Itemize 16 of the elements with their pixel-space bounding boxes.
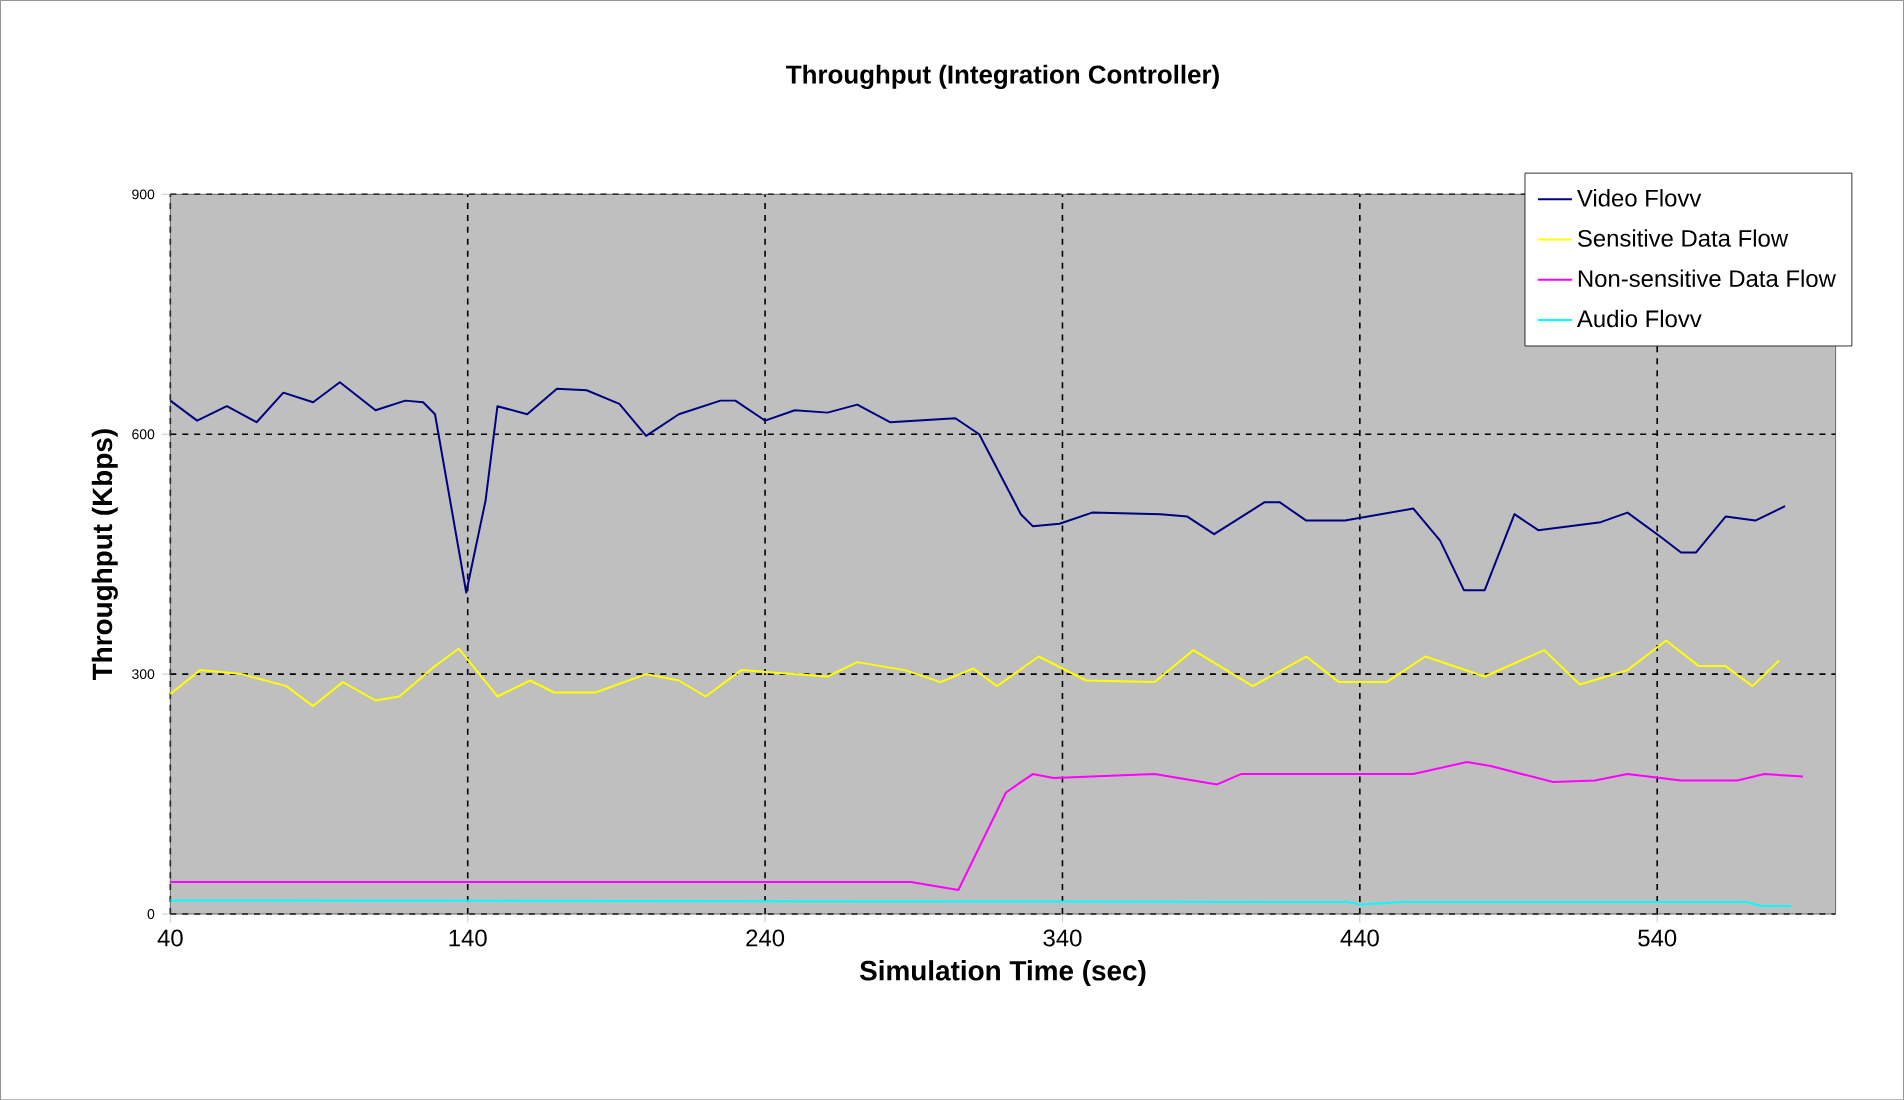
x-tick-label: 340	[1043, 929, 1082, 947]
x-axis-title: Simulation Time (sec)	[859, 959, 1146, 986]
legend-label: Sensitive Data Flow	[1578, 229, 1789, 247]
x-tick-label: 140	[449, 929, 487, 947]
legend-label: Non-sensitive Data Flow	[1578, 269, 1836, 287]
y-axis-title: Throughput (Kbps)	[91, 429, 118, 680]
x-tick-label: 40	[157, 929, 183, 947]
line-series	[169, 639, 1781, 707]
x-tick-label: 240	[746, 929, 785, 947]
x-tick-label: 540	[1638, 929, 1677, 947]
line-series	[169, 381, 1787, 594]
line-series	[169, 760, 1804, 891]
legend-label: Video Flovv	[1577, 188, 1702, 207]
legend-label: Audio Flovv	[1576, 309, 1702, 328]
x-tick-label: 440	[1340, 929, 1379, 947]
chart-title: Throughput (Integration Controller)	[786, 64, 1219, 89]
